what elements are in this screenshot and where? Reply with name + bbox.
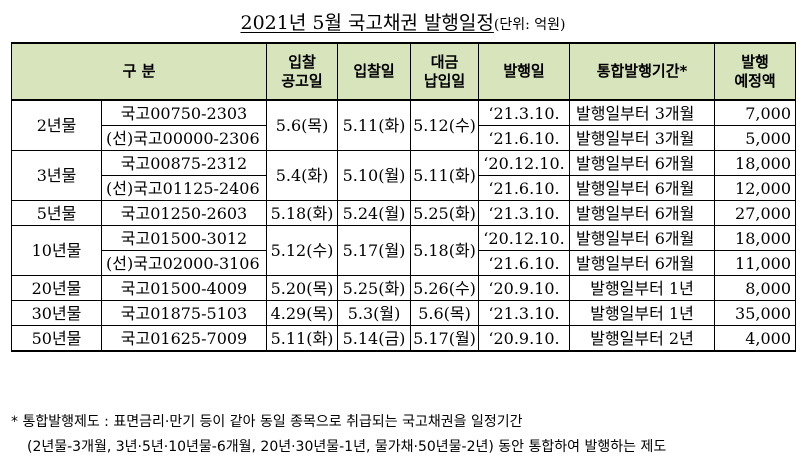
table-row: 10년물 국고01500-3012 5.12(수) 5.17(월) 5.18(화…	[11, 225, 797, 276]
issue-date: ‘20.12.10.	[478, 225, 571, 251]
notice-date: 5.4(화)	[266, 150, 339, 201]
table-row: 2년물 국고00750-2303 5.6(목) 5.11(화) 5.12(수) …	[11, 99, 797, 151]
merge-period: 발행일부터 6개월	[569, 225, 716, 251]
header-amount: 발행 예정액	[714, 42, 797, 101]
merge-period: 발행일부터 6개월	[569, 250, 716, 276]
header-pay: 대금 납입일	[410, 42, 480, 101]
issue-date: ‘20.12.10.	[478, 150, 571, 176]
merge-period: 발행일부터 6개월	[569, 150, 716, 176]
bond-type: 30년물	[11, 300, 102, 326]
pay-date: 5.25(화)	[410, 200, 480, 226]
bond-code: (선)국고02000-3106	[100, 250, 268, 276]
issue-date: ‘21.6.10.	[478, 125, 571, 151]
pay-date: 5.6(목)	[410, 300, 480, 326]
issue-date: ‘20.9.10.	[478, 325, 571, 352]
merge-period: 발행일부터 6개월	[569, 200, 716, 226]
bid-date: 5.24(월)	[337, 200, 412, 226]
table-row: 30년물 국고01875-5103 4.29(목) 5.3(월) 5.6(목) …	[11, 300, 797, 326]
notice-date: 4.29(목)	[266, 300, 339, 326]
issue-date: ‘21.6.10.	[478, 250, 571, 276]
merge-period: 발행일부터 3개월	[569, 125, 716, 151]
header-notice: 입찰 공고일	[266, 42, 339, 101]
bid-date: 5.3(월)	[337, 300, 412, 326]
header-bid: 입찰일	[337, 42, 412, 101]
issue-date: ‘21.6.10.	[478, 175, 571, 201]
planned-amount: 12,000	[714, 175, 797, 201]
issue-date: ‘21.3.10.	[478, 99, 571, 126]
table-row: 20년물 국고01500-4009 5.20(목) 5.25(화) 5.26(수…	[11, 275, 797, 301]
bid-date: 5.14(금)	[337, 325, 412, 352]
bond-type: 20년물	[11, 275, 102, 301]
header-row: 구 분 입찰 공고일 입찰일 대금 납입일 발행일 통합발행기간* 발행 예정액	[10, 42, 797, 101]
issuance-schedule-table: 구 분 입찰 공고일 입찰일 대금 납입일 발행일 통합발행기간* 발행 예정액 2년…	[10, 42, 797, 352]
planned-amount: 5,000	[714, 125, 797, 151]
merge-period: 발행일부터 3개월	[569, 99, 716, 126]
bond-code: (선)국고01125-2406	[100, 175, 268, 201]
page-title: 2021년 5월 국고채권 발행일정(단위: 억원)	[0, 10, 806, 38]
bond-code: 국고01250-2603	[100, 200, 268, 226]
planned-amount: 27,000	[714, 200, 797, 226]
footnote-line-2: (2년물-3개월, 3년·5년·10년물-6개월, 20년·30년물-1년, 물…	[27, 439, 667, 455]
merge-period: 발행일부터 1년	[569, 275, 716, 301]
planned-amount: 18,000	[714, 150, 797, 176]
title-main: 2021년 5월 국고채권 발행일정	[240, 12, 494, 34]
bond-type: 50년물	[11, 325, 102, 352]
header-merge: 통합발행기간*	[569, 42, 716, 101]
title-unit: (단위: 억원)	[493, 17, 566, 33]
merge-period: 발행일부터 6개월	[569, 175, 716, 201]
table-row: (선)국고01125-2406 ‘21.6.10. 발행일부터 6개월 12,0…	[12, 175, 797, 201]
table-row: (선)국고02000-3106 ‘21.6.10. 발행일부터 6개월 11,0…	[12, 250, 797, 276]
issue-date: ‘21.3.10.	[478, 200, 571, 226]
pay-date: 5.26(수)	[410, 275, 480, 301]
planned-amount: 8,000	[714, 275, 797, 301]
bond-code: 국고01500-3012	[100, 225, 268, 251]
bid-date: 5.25(화)	[337, 275, 412, 301]
notice-date: 5.12(수)	[266, 225, 339, 276]
planned-amount: 11,000	[714, 250, 797, 276]
bond-type: 3년물	[11, 150, 102, 201]
planned-amount: 4,000	[714, 325, 797, 352]
notice-date: 5.20(목)	[266, 275, 339, 301]
table-row: (선)국고00000-2306 ‘21.6.10. 발행일부터 3개월 5,00…	[12, 125, 797, 151]
header-category: 구 분	[10, 42, 268, 101]
issue-date: ‘21.3.10.	[478, 300, 571, 326]
pay-date: 5.11(화)	[410, 150, 480, 201]
bond-type: 5년물	[11, 200, 102, 226]
header-issue: 발행일	[478, 42, 571, 101]
table-row: 5년물 국고01250-2603 5.18(화) 5.24(월) 5.25(화)…	[11, 200, 797, 226]
notice-date: 5.11(화)	[266, 325, 339, 352]
planned-amount: 35,000	[714, 300, 797, 326]
bond-code: 국고01875-5103	[100, 300, 268, 326]
bond-code: (선)국고00000-2306	[100, 125, 268, 151]
bid-date: 5.11(화)	[337, 99, 412, 151]
pay-date: 5.18(화)	[410, 225, 480, 276]
bond-code: 국고01500-4009	[100, 275, 268, 301]
notice-date: 5.18(화)	[266, 200, 339, 226]
merge-period: 발행일부터 1년	[569, 300, 716, 326]
footnote-line-1: * 통합발행제도 : 표면금리·만기 등이 같아 동일 종목으로 취급되는 국고…	[11, 414, 523, 430]
bond-type: 2년물	[11, 99, 102, 151]
issue-date: ‘20.9.10.	[478, 275, 571, 301]
table-row: 3년물 국고00875-2312 5.4(화) 5.10(월) 5.11(화) …	[11, 150, 797, 201]
bond-type: 10년물	[11, 225, 102, 276]
pay-date: 5.12(수)	[410, 99, 480, 151]
pay-date: 5.17(월)	[410, 325, 480, 352]
bid-date: 5.17(월)	[337, 225, 412, 276]
bond-code: 국고01625-7009	[100, 325, 268, 352]
notice-date: 5.6(목)	[266, 99, 339, 151]
bond-code: 국고00750-2303	[100, 99, 268, 126]
table-row: 50년물 국고01625-7009 5.11(화) 5.14(금) 5.17(월…	[11, 325, 797, 352]
planned-amount: 18,000	[714, 225, 797, 251]
bond-code: 국고00875-2312	[100, 150, 268, 176]
planned-amount: 7,000	[714, 99, 797, 126]
merge-period: 발행일부터 2년	[569, 325, 716, 352]
bid-date: 5.10(월)	[337, 150, 412, 201]
